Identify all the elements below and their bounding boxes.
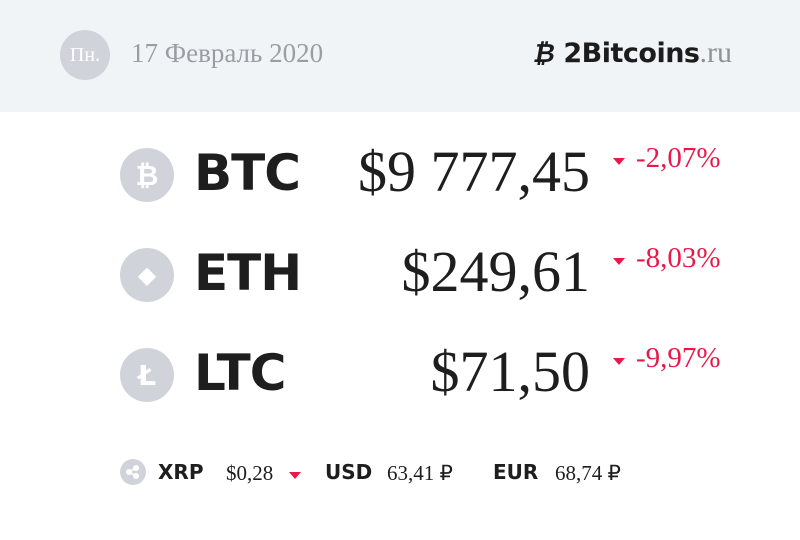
usd-rate: 63,41 ₽ [387, 461, 453, 485]
usd-label: USD [325, 460, 373, 484]
down-triangle-icon [613, 158, 625, 165]
coin-row-ltc: Ł LTC $71,50 -9,97% [0, 339, 800, 410]
weekday-badge: Пн. [60, 30, 110, 80]
logo-tld: .ru [699, 36, 733, 69]
coin-row-btc: ₿ BTC $9 777,45 -2,07% [0, 139, 800, 210]
litecoin-icon: Ł [120, 348, 174, 402]
coin-ticker: BTC [194, 144, 301, 202]
site-logo[interactable]: ₿ 2Bitcoins.ru [531, 36, 733, 70]
coin-price: $249,61 [401, 239, 591, 304]
coin-price: $71,50 [430, 339, 591, 404]
logo-name: 2Bitcoins [563, 38, 700, 69]
bottom-ticker-bar: XRP $0,28 USD 63,41 ₽ EUR 68,74 ₽ [0, 456, 800, 490]
coin-change: -9,97% [636, 342, 721, 374]
coin-ticker: ETH [194, 244, 302, 302]
bitcoin-logo-icon: ₿ [531, 39, 558, 69]
xrp-price: $0,28 [226, 461, 274, 485]
coin-price: $9 777,45 [358, 139, 590, 204]
bitcoin-icon: ₿ [120, 148, 174, 202]
xrp-ticker: XRP [158, 460, 204, 484]
eur-rate: 68,74 ₽ [555, 461, 621, 485]
coin-row-eth: ◆ ETH $249,61 -8,03% [0, 239, 800, 310]
coin-ticker: LTC [194, 344, 286, 402]
down-triangle-icon [613, 258, 625, 265]
date-label: 17 Февраль 2020 [131, 38, 324, 68]
eur-label: EUR [493, 460, 539, 484]
header: Пн. 17 Февраль 2020 ₿ 2Bitcoins.ru [0, 0, 800, 112]
coin-change: -2,07% [636, 142, 721, 174]
down-triangle-icon [613, 358, 625, 365]
ripple-icon [120, 459, 146, 485]
ethereum-icon: ◆ [120, 248, 174, 302]
down-triangle-icon [289, 472, 301, 479]
coin-change: -8,03% [636, 242, 721, 274]
